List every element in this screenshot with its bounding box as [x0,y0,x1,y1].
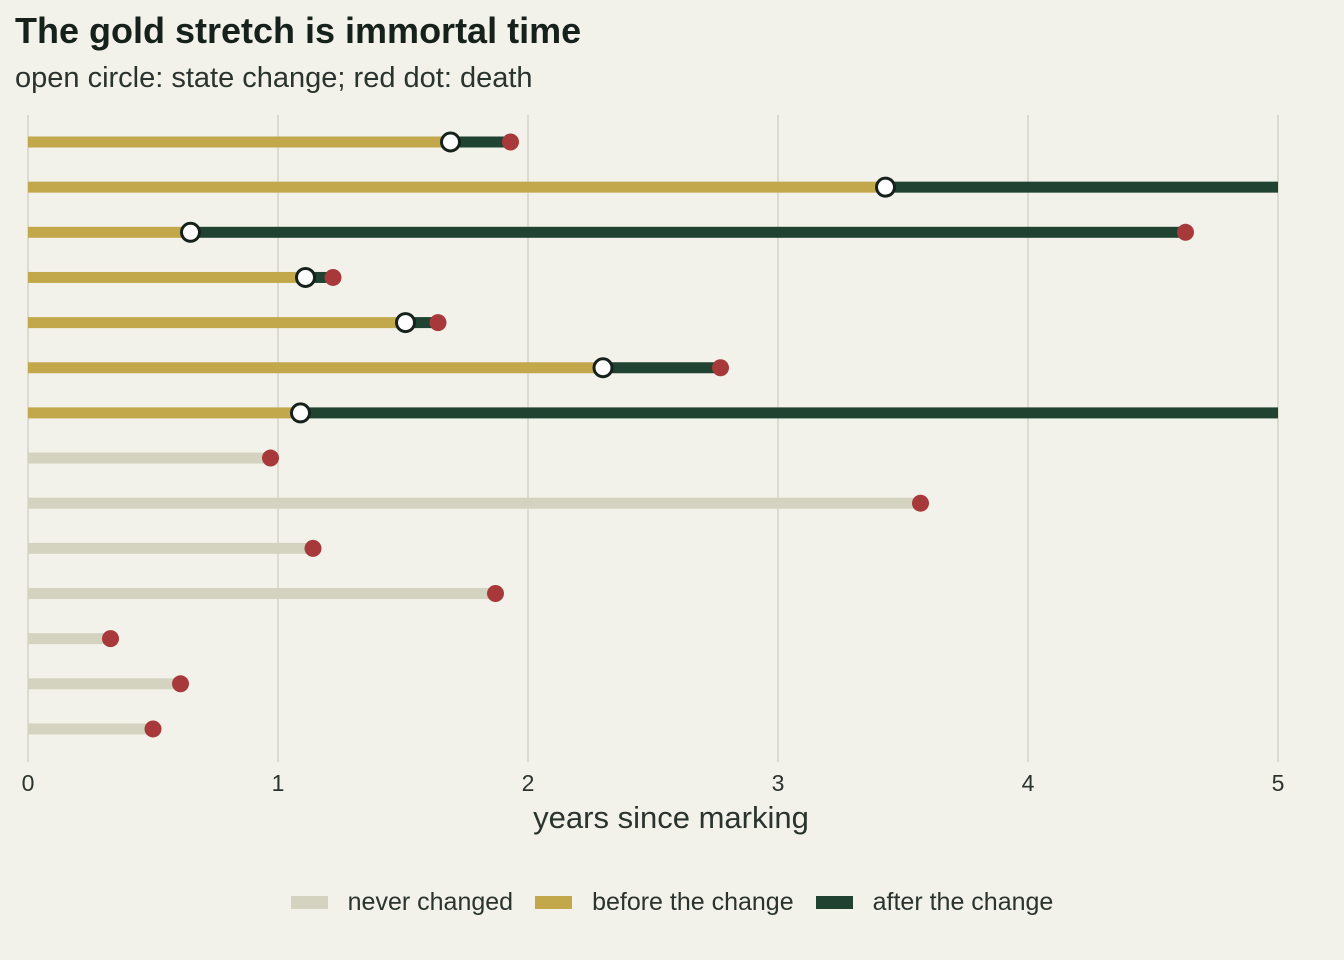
bar-before-change-3 [28,271,306,283]
x-tick-label-0: 0 [22,770,35,796]
chart-subtitle: open circle: state change; red dot: deat… [15,62,533,94]
x-tick-label-3: 3 [772,770,785,796]
bar-before-change-4 [28,317,406,329]
change-circle-6 [290,402,311,424]
death-dot-7 [262,449,279,467]
death-dot-13 [144,720,162,738]
change-circle-4 [395,312,416,334]
death-dot-0 [502,133,519,151]
bar-never-changed-9 [28,542,313,554]
bar-never-changed-13 [28,723,153,735]
legend: never changed before the change after th… [0,888,1344,917]
plot-area: 0 1 2 3 4 5 years since marking [22,115,1285,835]
legend-swatch-before-change [535,896,573,909]
bar-before-change-2 [28,226,191,238]
change-circle-0 [440,131,461,153]
change-circle-1 [875,176,896,198]
bar-never-changed-8 [28,497,921,509]
bar-after-change-1 [885,181,1278,193]
bar-after-change-6 [300,407,1278,419]
death-dot-2 [1177,223,1194,241]
legend-item-never-changed: never changed [290,888,514,917]
death-dot-3 [324,268,342,286]
bar-before-change-0 [28,136,451,148]
bar-before-change-6 [28,407,301,419]
legend-label-before-change: before the change [592,888,794,916]
bar-before-change-1 [28,181,886,193]
x-tick-label-5: 5 [1272,770,1285,796]
death-dot-4 [429,314,447,332]
change-circle-5 [592,357,614,379]
x-axis-label: years since marking [533,800,809,835]
death-dot-11 [102,630,119,648]
death-dot-5 [712,359,729,377]
legend-item-before-change: before the change [535,888,794,917]
legend-swatch-never-changed [290,896,328,909]
change-circle-3 [295,266,316,288]
x-tick-label-1: 1 [272,770,285,796]
death-dot-12 [172,675,189,693]
bar-never-changed-10 [28,588,496,599]
bar-after-change-0 [450,136,511,148]
chart-title: The gold stretch is immortal time [15,10,582,51]
bar-after-change-3 [305,271,333,283]
legend-label-after-change: after the change [872,888,1054,916]
x-tick-label-4: 4 [1022,770,1035,796]
bar-after-change-5 [603,362,721,374]
x-tick-label-2: 2 [522,770,535,796]
bar-before-change-5 [28,362,603,374]
gridlines [27,115,1279,762]
x-tick-labels: 0 1 2 3 4 5 [22,770,1285,796]
bar-after-change-2 [190,226,1186,238]
bar-never-changed-12 [28,678,181,690]
legend-label-never-changed: never changed [347,888,514,916]
bar-after-change-4 [405,317,438,329]
death-dot-8 [912,494,929,512]
subject-timelines [28,136,1278,735]
bar-never-changed-11 [28,633,111,645]
change-circle-2 [180,221,201,243]
bar-never-changed-7 [28,452,271,464]
event-markers [102,131,1194,738]
death-dot-10 [487,585,504,602]
legend-item-after-change: after the change [815,888,1054,917]
legend-swatch-after-change [815,896,853,909]
death-dot-9 [304,539,322,557]
